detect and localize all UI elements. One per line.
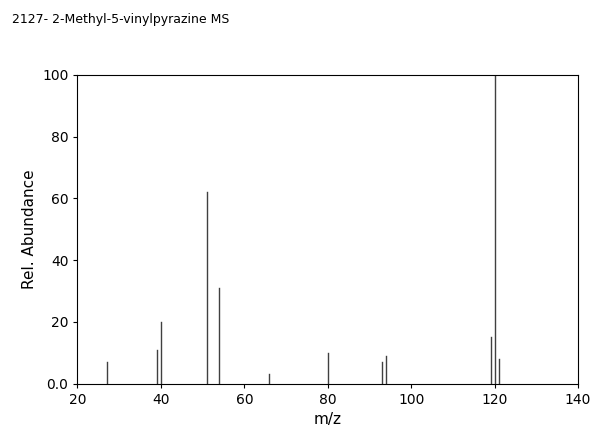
X-axis label: m/z: m/z [314, 412, 342, 427]
Text: 2127- 2-Methyl-5-vinylpyrazine MS: 2127- 2-Methyl-5-vinylpyrazine MS [12, 13, 229, 26]
Y-axis label: Rel. Abundance: Rel. Abundance [21, 169, 36, 289]
